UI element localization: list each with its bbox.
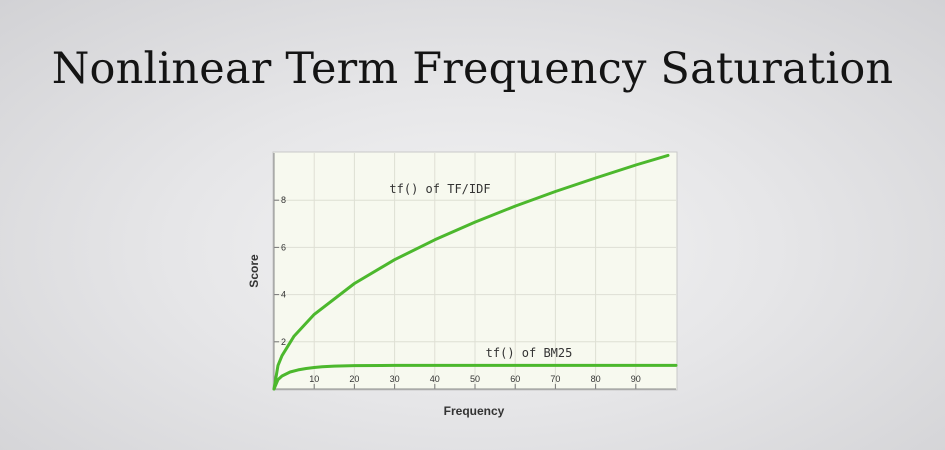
y-tick-label: 4 [281,290,286,300]
x-tick-label: 10 [309,374,319,384]
x-tick-label: 90 [631,374,641,384]
x-tick-label: 20 [349,374,359,384]
series-group [272,153,678,391]
x-tick-label: 70 [550,374,560,384]
y-axis-label: Score [247,254,261,288]
axes [273,153,676,390]
x-tick-label: 30 [390,374,400,384]
slide-title: Nonlinear Term Frequency Saturation [51,44,894,94]
x-tick-label: 50 [470,374,480,384]
y-tick-label: 6 [281,242,286,252]
x-tick-label: 60 [510,374,520,384]
series-line-1 [272,153,670,391]
y-tick-label: 8 [281,195,286,205]
x-axis-label: Frequency [444,404,505,418]
y-tick-label: 2 [281,337,286,347]
series-line-2 [272,363,678,391]
labels: 10 20 30 40 50 60 70 80 90 2 4 6 8 tf() of TF/IDF tf()… [281,182,641,384]
x-tick-label: 40 [430,374,440,384]
x-tick-label: 80 [591,374,601,384]
series-label-2: tf() of BM25 [486,346,573,360]
series-label-1: tf() of TF/IDF [389,182,490,196]
